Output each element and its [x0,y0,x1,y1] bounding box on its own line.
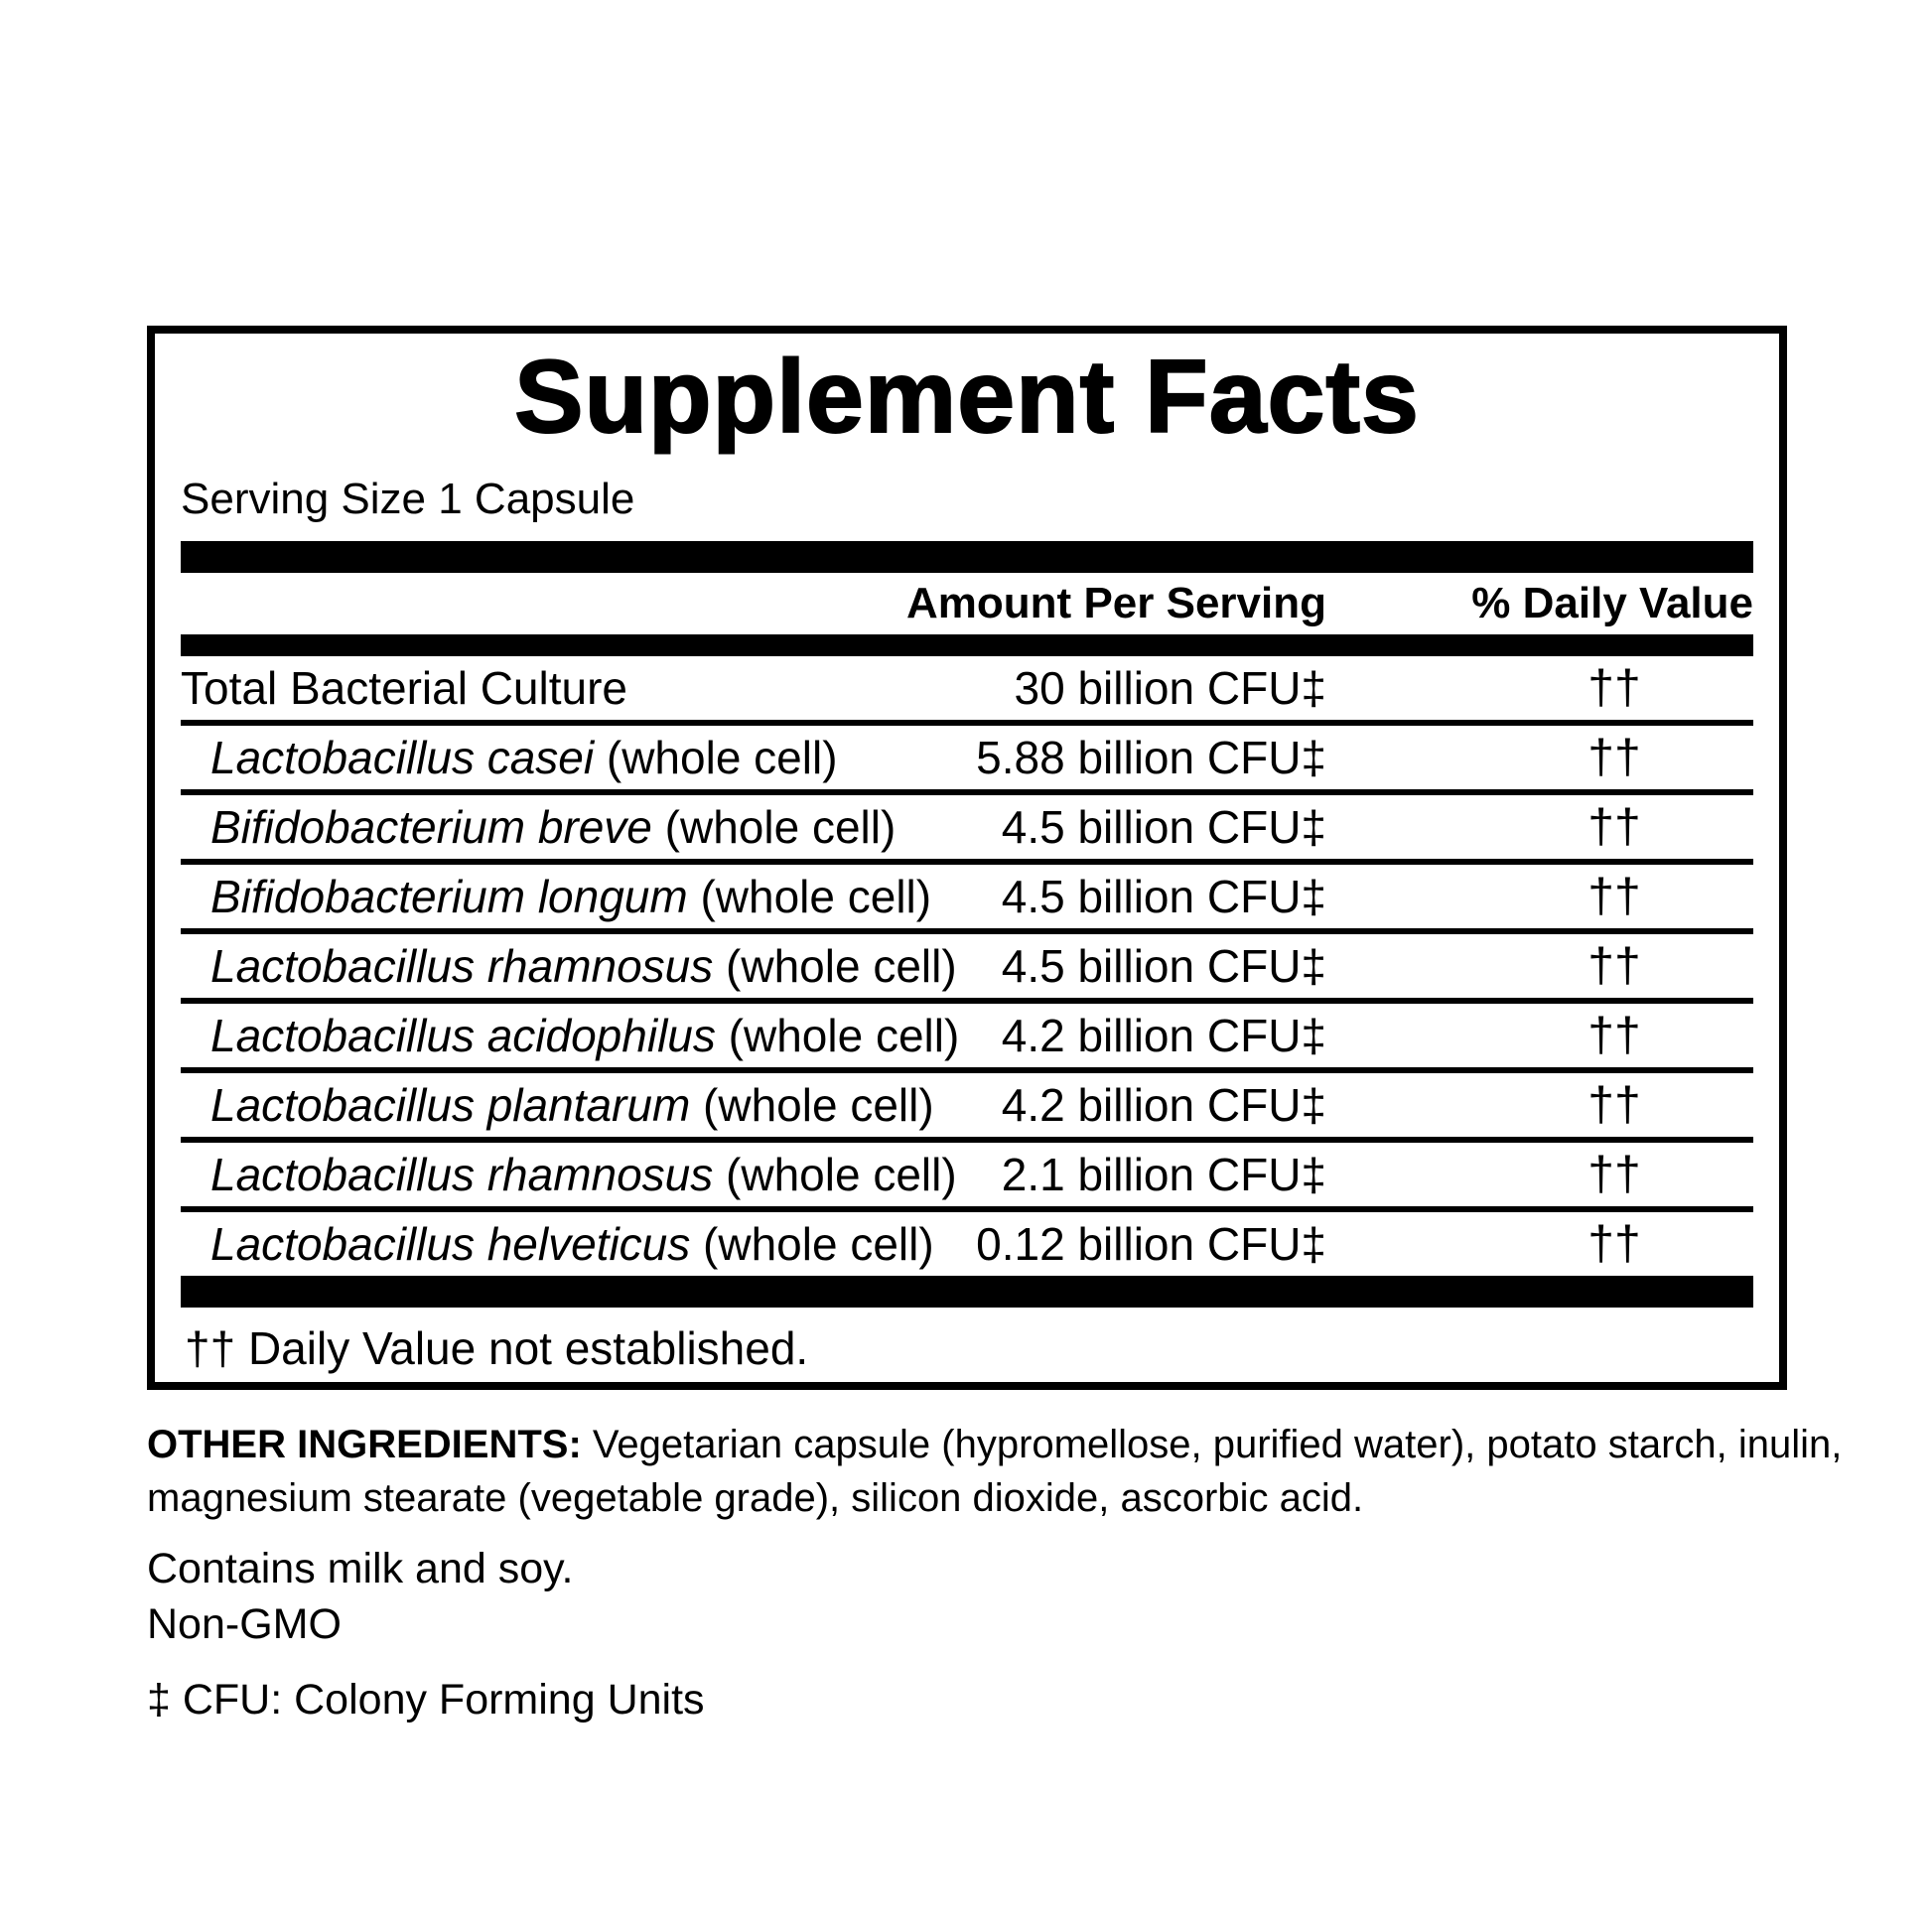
contains-statement: Contains milk and soy. [147,1545,574,1592]
label-notes: OTHER INGREDIENTS: Vegetarian capsule (h… [147,1418,1924,1724]
table-row: Bifidobacterium longum (whole cell) 4.5 b… [181,865,1753,934]
daily-value-cell: †† [1587,1078,1641,1132]
ingredient-name: Lactobacillus rhamnosus (whole cell) [210,1148,957,1200]
table-row: Lactobacillus acidophilus (whole cell) 4.… [181,1004,1753,1073]
ingredient-name: Bifidobacterium longum (whole cell) [210,870,932,922]
supplement-facts-panel: Supplement Facts Serving Size 1 Capsule … [147,326,1787,1390]
ingredient-name: Lactobacillus rhamnosus (whole cell) [210,939,957,992]
serving-size: Serving Size 1 Capsule [181,475,635,524]
table-row: Bifidobacterium breve (whole cell) 4.5 bi… [181,795,1753,865]
daily-value-footnote: †† Daily Value not established. [185,1321,809,1374]
table-row: Lactobacillus rhamnosus (whole cell) 4.5 … [181,934,1753,1004]
ingredient-name: Total Bacterial Culture [181,661,627,714]
amount-per-serving-cell: 5.88 billion CFU‡ [976,731,1326,783]
daily-value-cell: †† [1587,731,1641,784]
table-row: Lactobacillus plantarum (whole cell) 4.2 … [181,1073,1753,1143]
other-ingredients: OTHER INGREDIENTS: Vegetarian capsule (h… [147,1418,1924,1525]
amount-per-serving-cell: 4.5 billion CFU‡ [1001,939,1326,992]
amount-per-serving-cell: 4.2 billion CFU‡ [1001,1078,1326,1131]
table-row: Lactobacillus helveticus (whole cell) 0.1… [181,1212,1753,1276]
column-header-daily-value: % Daily Value [1471,578,1753,627]
ingredient-name: Lactobacillus plantarum (whole cell) [210,1078,934,1131]
amount-per-serving-cell: 4.5 billion CFU‡ [1001,870,1326,922]
ingredient-name: Lactobacillus casei (whole cell) [210,731,838,783]
daily-value-cell: †† [1587,661,1641,715]
ingredient-rows: Total Bacterial Culture 30 billion CFU‡ ††… [181,656,1753,1276]
amount-per-serving-cell: 4.5 billion CFU‡ [1001,800,1326,853]
daily-value-cell: †† [1587,1217,1641,1271]
column-header-amount: Amount Per Serving [906,578,1326,627]
ingredient-name: Lactobacillus helveticus (whole cell) [210,1217,934,1270]
amount-per-serving-cell: 30 billion CFU‡ [1014,661,1326,714]
other-ingredients-label: OTHER INGREDIENTS: [147,1423,582,1466]
divider-bar-thick-top [181,540,1753,573]
daily-value-cell: †† [1587,939,1641,993]
amount-per-serving-cell: 4.2 billion CFU‡ [1001,1009,1326,1061]
daily-value-cell: †† [1587,800,1641,854]
divider-bar-thick-bottom [181,1275,1753,1308]
other-ingredients-text: Vegetarian capsule (hypromellose, purifi… [147,1423,1843,1520]
amount-per-serving-cell: 2.1 billion CFU‡ [1001,1148,1326,1200]
table-row: Lactobacillus casei (whole cell) 5.88 bil… [181,726,1753,795]
daily-value-cell: †† [1587,870,1641,923]
table-header-row: Amount Per Serving % Daily Value [181,573,1753,634]
divider-bar-medium [181,633,1753,656]
daily-value-cell: †† [1587,1009,1641,1062]
table-row: Total Bacterial Culture 30 billion CFU‡ †† [181,656,1753,726]
ingredient-name: Bifidobacterium breve (whole cell) [210,800,897,853]
daily-value-cell: †† [1587,1148,1641,1201]
supplement-facts-title: Supplement Facts [513,340,1420,455]
non-gmo-statement: Non-GMO [147,1600,342,1649]
table-row: Lactobacillus rhamnosus (whole cell) 2.1 … [181,1143,1753,1212]
cfu-footnote: ‡ CFU: Colony Forming Units [147,1676,705,1725]
amount-per-serving-cell: 0.12 billion CFU‡ [976,1217,1326,1270]
ingredient-name: Lactobacillus acidophilus (whole cell) [210,1009,960,1061]
